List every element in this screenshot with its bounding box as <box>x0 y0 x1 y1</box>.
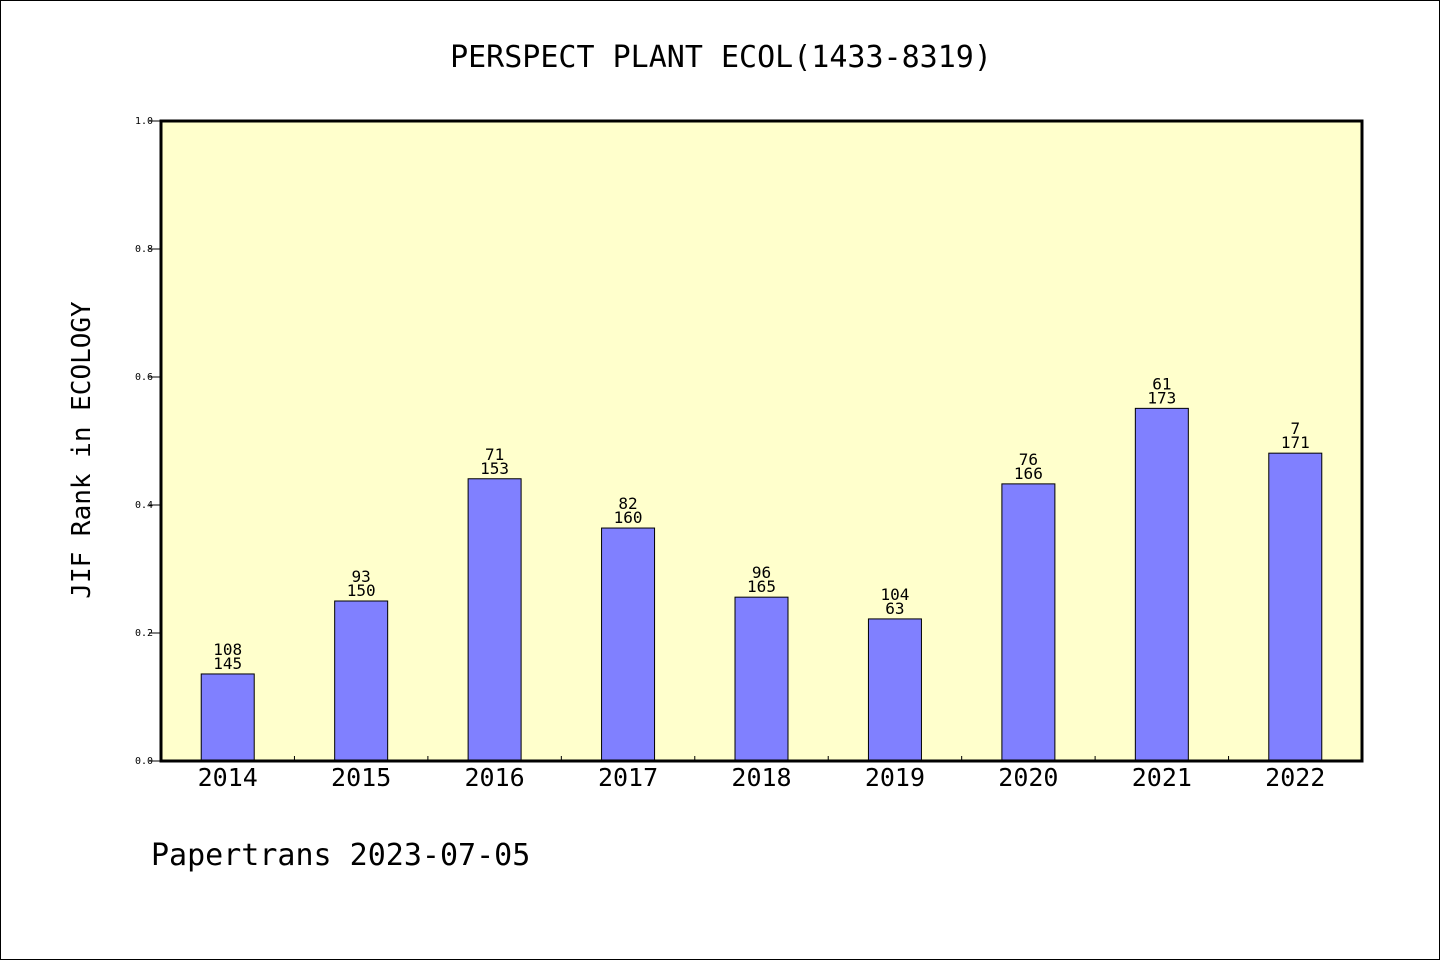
bar-total-label: 153 <box>480 459 509 478</box>
y-tick-label: 0.8 <box>135 244 153 255</box>
bar-total-label: 165 <box>747 577 776 596</box>
bar-total-label: 150 <box>347 581 376 600</box>
bar-2014 <box>200 673 255 762</box>
bar-rank-label: 82 <box>618 494 637 513</box>
bar-rank-label: 76 <box>1019 450 1038 469</box>
x-tick-label: 2022 <box>1265 763 1325 792</box>
plot-border <box>159 119 1364 763</box>
bar-2018 <box>734 596 789 762</box>
bar-total-label: 171 <box>1281 433 1310 452</box>
bar-2021 <box>1134 407 1189 762</box>
bar-2020 <box>1001 483 1056 762</box>
chart-title: PERSPECT PLANT ECOL(1433-8319) <box>450 40 992 75</box>
bar-total-label: 166 <box>1014 464 1043 483</box>
footer-text: Papertrans 2023-07-05 <box>151 838 530 873</box>
bar-2022 <box>1268 452 1323 762</box>
bar-rank-label: 71 <box>485 445 504 464</box>
x-tick-label: 2019 <box>865 763 925 792</box>
bar-total-label: 63 <box>885 599 904 618</box>
x-tick-label: 2016 <box>465 763 525 792</box>
bar-2019 <box>867 618 922 762</box>
x-tick-label: 2017 <box>598 763 658 792</box>
x-tick-label: 2021 <box>1132 763 1192 792</box>
y-tick-label: 0.4 <box>135 500 153 511</box>
bar-rank-label: 104 <box>880 585 909 604</box>
y-tick-label: 1.0 <box>135 116 153 127</box>
bar-rank-label: 108 <box>213 640 242 659</box>
x-tick-label: 2020 <box>998 763 1058 792</box>
bar-2017 <box>601 527 656 762</box>
y-tick-label: 0.0 <box>135 756 153 767</box>
x-tick-label: 2014 <box>198 763 258 792</box>
bar-total-label: 160 <box>614 508 643 527</box>
bar-total-label: 145 <box>213 654 242 673</box>
x-tick-label: 2015 <box>331 763 391 792</box>
bar-2015 <box>334 600 389 762</box>
y-tick-label: 0.2 <box>135 628 153 639</box>
bar-rank-label: 96 <box>752 563 771 582</box>
y-axis-label: JIF Rank in ECOLOGY <box>67 301 97 599</box>
bar-total-label: 173 <box>1147 388 1176 407</box>
bar-rank-label: 61 <box>1152 374 1171 393</box>
y-axis: 0.0 0.2 0.4 0.6 0.8 1.0 <box>135 116 161 767</box>
x-axis: 2014 2015 2016 2017 2018 2019 2020 2021 2022 <box>198 756 1325 792</box>
bar-rank-label: 7 <box>1290 419 1300 438</box>
bar-2016 <box>467 478 522 762</box>
bar-rank-label: 93 <box>352 567 371 586</box>
x-tick-label: 2018 <box>731 763 791 792</box>
y-tick-label: 0.6 <box>135 372 153 383</box>
